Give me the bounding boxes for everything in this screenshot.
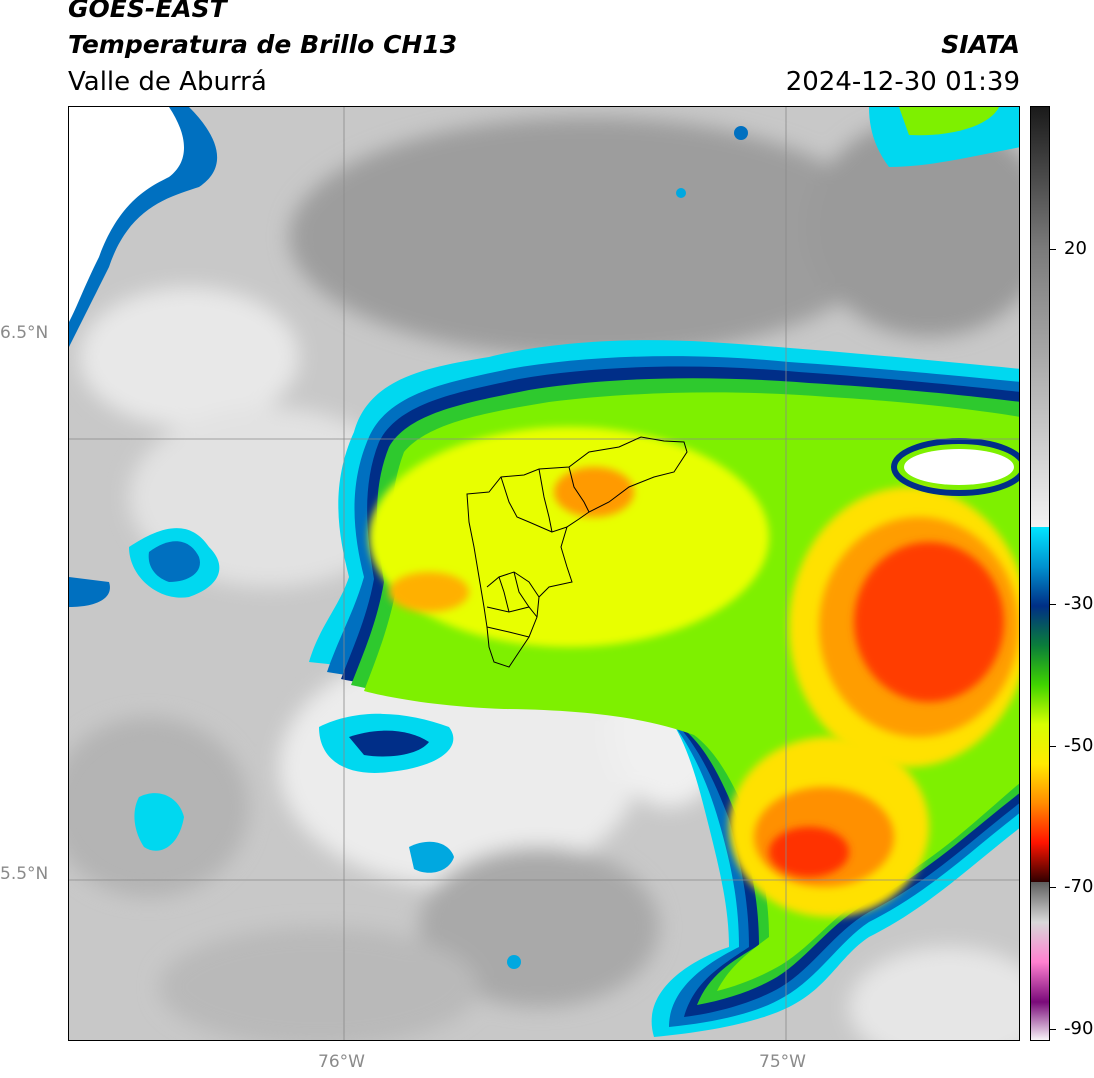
graticule bbox=[69, 107, 1019, 1040]
colorbar-tick bbox=[1050, 1029, 1056, 1030]
colorbar-tick bbox=[1050, 249, 1056, 250]
map-canvas bbox=[69, 107, 1019, 1040]
colorbar-tick bbox=[1050, 746, 1056, 747]
colorbar-warm-segment bbox=[1031, 107, 1049, 527]
colorbar-label-minus50: -50 bbox=[1064, 735, 1094, 756]
colorbar-cold-segment bbox=[1031, 882, 1049, 1040]
product-title: Temperatura de Brillo CH13 bbox=[68, 30, 458, 59]
organization-label: SIATA bbox=[941, 30, 1020, 59]
storm-system bbox=[309, 340, 1019, 1037]
lon-label-76w: 76°W bbox=[318, 1052, 365, 1072]
colorbar-label-minus30: -30 bbox=[1064, 593, 1094, 614]
region-subtitle: Valle de Aburrá bbox=[68, 67, 267, 97]
colorbar-tick bbox=[1050, 887, 1056, 888]
colorbar-label-minus90: -90 bbox=[1064, 1018, 1094, 1039]
colorbar-cloud-segment bbox=[1031, 527, 1049, 882]
small-cloud-cells bbox=[69, 107, 1019, 969]
lat-label-5-5n: 5.5°N bbox=[0, 864, 49, 884]
colorbar-label-20: 20 bbox=[1064, 238, 1087, 259]
lat-label-6-5n: 6.5°N bbox=[0, 323, 49, 343]
lon-label-75w: 75°W bbox=[759, 1052, 806, 1072]
satellite-title: GOES-EAST bbox=[68, 0, 227, 23]
municipal-boundaries bbox=[466, 436, 688, 668]
colorbar-label-minus70: -70 bbox=[1064, 876, 1094, 897]
datetime-label: 2024-12-30 01:39 bbox=[785, 67, 1020, 97]
colorbar bbox=[1030, 106, 1050, 1041]
gray-cloud-texture bbox=[69, 117, 1019, 1040]
colorbar-tick bbox=[1050, 604, 1056, 605]
satellite-map bbox=[68, 106, 1020, 1041]
